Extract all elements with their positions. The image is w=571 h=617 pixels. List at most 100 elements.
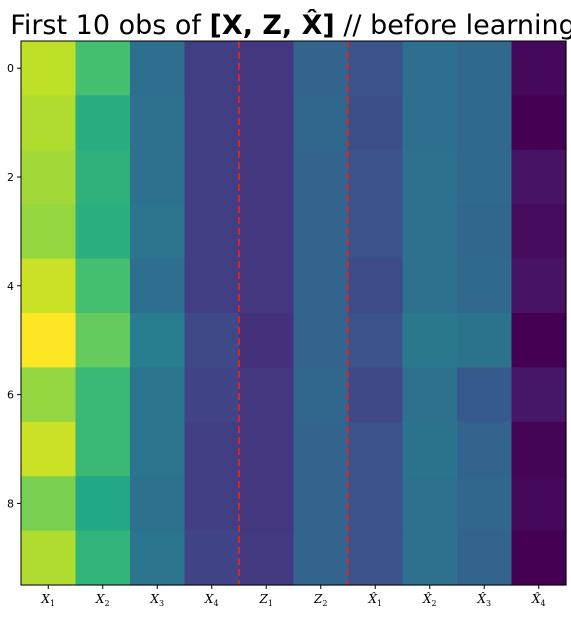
heatmap-cell bbox=[239, 149, 295, 205]
heatmap-cell bbox=[293, 149, 349, 205]
heatmap-cell bbox=[130, 41, 186, 96]
heatmap-cell bbox=[457, 313, 513, 368]
heatmap-cell bbox=[75, 530, 131, 586]
heatmap-cell bbox=[75, 421, 131, 477]
heatmap-cell bbox=[348, 530, 404, 586]
heatmap-cell bbox=[75, 204, 131, 260]
heatmap-cell bbox=[239, 313, 295, 368]
x-tick-label: X3 bbox=[149, 592, 164, 608]
heatmap-cell bbox=[184, 149, 240, 205]
heatmap-cell bbox=[511, 149, 567, 205]
heatmap-cell bbox=[184, 95, 240, 151]
x-tick-label: X̂4 bbox=[531, 591, 546, 608]
heatmap-cell bbox=[21, 258, 77, 314]
heatmap-cell bbox=[457, 258, 513, 314]
heatmap-cell bbox=[457, 41, 513, 96]
y-tick-label: 0 bbox=[7, 62, 14, 75]
heatmap-cell bbox=[293, 258, 349, 314]
heatmap-cell bbox=[184, 367, 240, 423]
heatmap-cell bbox=[184, 313, 240, 368]
y-tick-label: 2 bbox=[7, 171, 14, 184]
heatmap-cell bbox=[184, 530, 240, 586]
heatmap-cell bbox=[348, 95, 404, 151]
heatmap-cell bbox=[511, 41, 567, 96]
heatmap-cell bbox=[184, 421, 240, 477]
heatmap-cell bbox=[239, 530, 295, 586]
heatmap-cell bbox=[511, 258, 567, 314]
heatmap-cells bbox=[21, 41, 567, 586]
chart-title-bold: [X, Z, X̂] bbox=[210, 9, 335, 41]
column-separators bbox=[238, 41, 349, 585]
heatmap-cell bbox=[402, 476, 458, 532]
heatmap-cell bbox=[457, 530, 513, 586]
x-tick-label: Z2 bbox=[313, 592, 327, 608]
heatmap-cell bbox=[184, 258, 240, 314]
plot-frame bbox=[20, 40, 567, 586]
heatmap-cell bbox=[457, 476, 513, 532]
y-tick-label: 8 bbox=[7, 497, 14, 510]
heatmap-cell bbox=[21, 204, 77, 260]
heatmap-cell bbox=[184, 41, 240, 96]
heatmap-cell bbox=[511, 367, 567, 423]
heatmap-cell bbox=[21, 313, 77, 368]
heatmap-cell bbox=[348, 258, 404, 314]
heatmap-cell bbox=[184, 476, 240, 532]
heatmap-cell bbox=[75, 313, 131, 368]
heatmap-cell bbox=[402, 258, 458, 314]
heatmap-cell bbox=[293, 41, 349, 96]
heatmap-cell bbox=[75, 95, 131, 151]
heatmap-cell bbox=[130, 421, 186, 477]
heatmap-cell bbox=[457, 421, 513, 477]
x-tick-label: X̂2 bbox=[422, 591, 437, 608]
heatmap-cell bbox=[239, 258, 295, 314]
x-tick-label: X1 bbox=[40, 592, 55, 608]
heatmap-cell bbox=[511, 95, 567, 151]
heatmap-cell bbox=[457, 367, 513, 423]
heatmap-cell bbox=[130, 313, 186, 368]
heatmap-cell bbox=[184, 204, 240, 260]
heatmap-cell bbox=[457, 204, 513, 260]
chart-title: First 10 obs of [X, Z, X̂] // before lea… bbox=[10, 9, 571, 41]
heatmap-cell bbox=[402, 41, 458, 96]
x-tick-label: X2 bbox=[95, 592, 110, 608]
heatmap-cell bbox=[511, 421, 567, 477]
heatmap-cell bbox=[130, 476, 186, 532]
x-tick-label: Z1 bbox=[259, 592, 273, 608]
x-tick-label: X̂3 bbox=[476, 591, 491, 608]
heatmap-cell bbox=[239, 204, 295, 260]
heatmap-cell bbox=[21, 149, 77, 205]
y-axis: 0 2 4 6 8 bbox=[7, 62, 21, 510]
heatmap-cell bbox=[239, 476, 295, 532]
heatmap-cell bbox=[402, 421, 458, 477]
x-tick-label: X̂1 bbox=[367, 591, 382, 608]
heatmap-cell bbox=[348, 149, 404, 205]
heatmap-cell bbox=[402, 367, 458, 423]
heatmap-cell bbox=[239, 367, 295, 423]
heatmap-cell bbox=[511, 530, 567, 586]
heatmap-cell bbox=[402, 95, 458, 151]
heatmap-cell bbox=[348, 421, 404, 477]
heatmap-cell bbox=[130, 258, 186, 314]
heatmap-cell bbox=[511, 313, 567, 368]
heatmap-cell bbox=[293, 95, 349, 151]
heatmap-cell bbox=[75, 258, 131, 314]
heatmap-cell bbox=[348, 313, 404, 368]
heatmap-cell bbox=[75, 149, 131, 205]
heatmap-cell bbox=[402, 313, 458, 368]
heatmap-cell bbox=[21, 530, 77, 586]
heatmap-cell bbox=[293, 313, 349, 368]
heatmap-cell bbox=[130, 95, 186, 151]
chart-title-prefix: First 10 obs of bbox=[10, 10, 209, 41]
heatmap-cell bbox=[75, 476, 131, 532]
x-axis: X1 X2 X3 X4 Z1 Z2 X̂1 X̂2 X̂3 X̂4 bbox=[40, 585, 546, 608]
heatmap-cell bbox=[239, 95, 295, 151]
chart-title-suffix: // before learning bbox=[335, 10, 571, 41]
heatmap-cell bbox=[293, 530, 349, 586]
heatmap-cell bbox=[511, 476, 567, 532]
heatmap-cell bbox=[21, 95, 77, 151]
heatmap-cell bbox=[21, 476, 77, 532]
x-tick-label: X4 bbox=[204, 592, 219, 608]
heatmap-cell bbox=[293, 367, 349, 423]
heatmap-cell bbox=[348, 204, 404, 260]
